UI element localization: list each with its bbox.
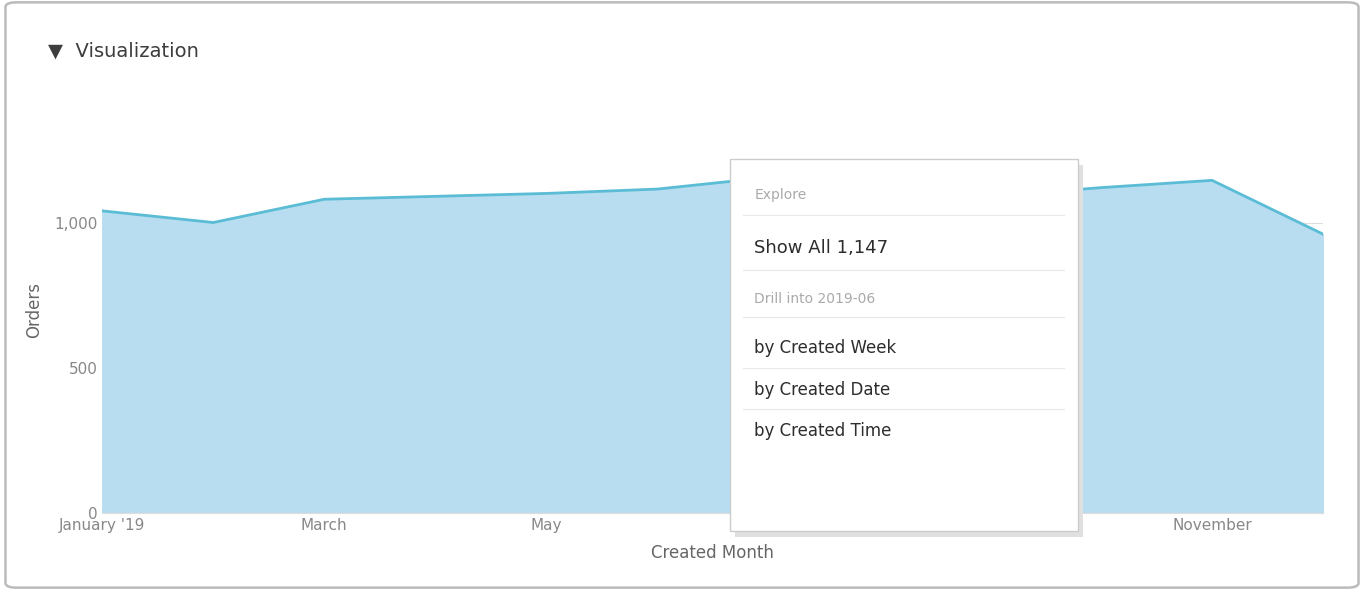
FancyBboxPatch shape (5, 2, 1359, 588)
Text: by Created Date: by Created Date (754, 381, 891, 399)
Text: Show All 1,147: Show All 1,147 (754, 239, 888, 257)
Text: ▼  Visualization: ▼ Visualization (48, 41, 199, 60)
Text: Drill into 2019-06: Drill into 2019-06 (754, 292, 876, 306)
Text: Explore: Explore (754, 188, 806, 202)
Text: by Created Week: by Created Week (754, 339, 896, 358)
Y-axis label: Orders: Orders (25, 282, 42, 337)
X-axis label: Created Month: Created Month (651, 544, 775, 562)
Text: by Created Time: by Created Time (754, 422, 892, 440)
